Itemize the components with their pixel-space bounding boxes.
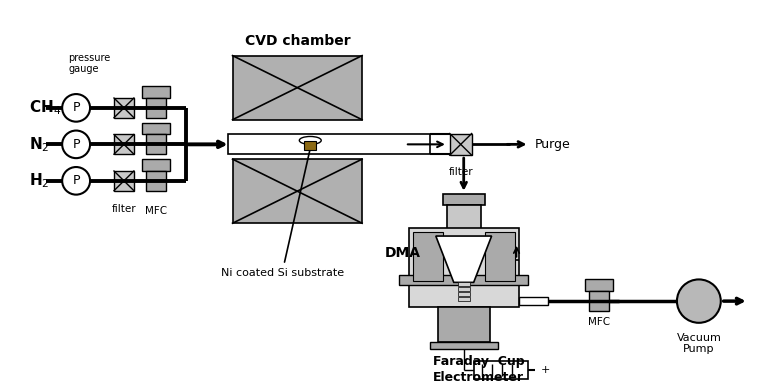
Bar: [443, 194, 484, 205]
Bar: [141, 159, 170, 171]
Bar: [114, 171, 134, 191]
Text: MFC: MFC: [145, 207, 167, 217]
Bar: [232, 56, 362, 120]
Text: Electrometer: Electrometer: [433, 371, 524, 384]
Bar: [474, 361, 528, 379]
Bar: [438, 307, 490, 342]
Text: DMA: DMA: [384, 246, 421, 260]
Circle shape: [62, 94, 90, 122]
Bar: [456, 255, 471, 269]
Text: filter: filter: [112, 205, 136, 215]
Bar: [413, 232, 443, 281]
Text: Purge: Purge: [534, 138, 570, 151]
Text: Ni coated Si substrate: Ni coated Si substrate: [221, 151, 344, 278]
Text: P: P: [72, 138, 80, 151]
Text: N$_2$: N$_2$: [29, 135, 50, 154]
Text: filter: filter: [448, 167, 473, 177]
Bar: [146, 134, 166, 154]
Bar: [232, 159, 362, 223]
Circle shape: [62, 130, 90, 158]
Bar: [458, 283, 470, 286]
Bar: [141, 86, 170, 98]
Bar: [305, 141, 316, 150]
Bar: [589, 291, 609, 311]
Polygon shape: [436, 236, 491, 283]
Bar: [484, 232, 514, 281]
Text: MFC: MFC: [588, 317, 611, 327]
Bar: [146, 171, 166, 191]
Bar: [430, 342, 498, 349]
Text: P: P: [72, 102, 80, 114]
Bar: [447, 205, 481, 245]
Text: P: P: [72, 174, 80, 187]
Circle shape: [62, 167, 90, 195]
Text: CVD chamber: CVD chamber: [245, 34, 350, 48]
Bar: [409, 228, 518, 307]
Bar: [585, 279, 613, 291]
Bar: [518, 297, 548, 305]
Bar: [141, 123, 170, 134]
Text: Vacuum
Pump: Vacuum Pump: [677, 333, 721, 354]
Bar: [458, 297, 470, 301]
Ellipse shape: [299, 137, 321, 144]
Bar: [458, 287, 470, 291]
Circle shape: [677, 279, 721, 323]
Bar: [443, 245, 484, 255]
Bar: [228, 134, 430, 154]
Text: Faraday  Cup: Faraday Cup: [433, 355, 524, 368]
Text: H$_2$: H$_2$: [29, 171, 50, 190]
Bar: [450, 134, 471, 155]
Text: +: +: [541, 365, 550, 375]
Bar: [399, 276, 528, 285]
Bar: [146, 98, 166, 118]
Bar: [114, 98, 134, 118]
Bar: [458, 292, 470, 296]
Text: pressure
gauge: pressure gauge: [68, 53, 111, 74]
Bar: [114, 134, 134, 154]
Text: CH$_4$: CH$_4$: [29, 98, 62, 117]
